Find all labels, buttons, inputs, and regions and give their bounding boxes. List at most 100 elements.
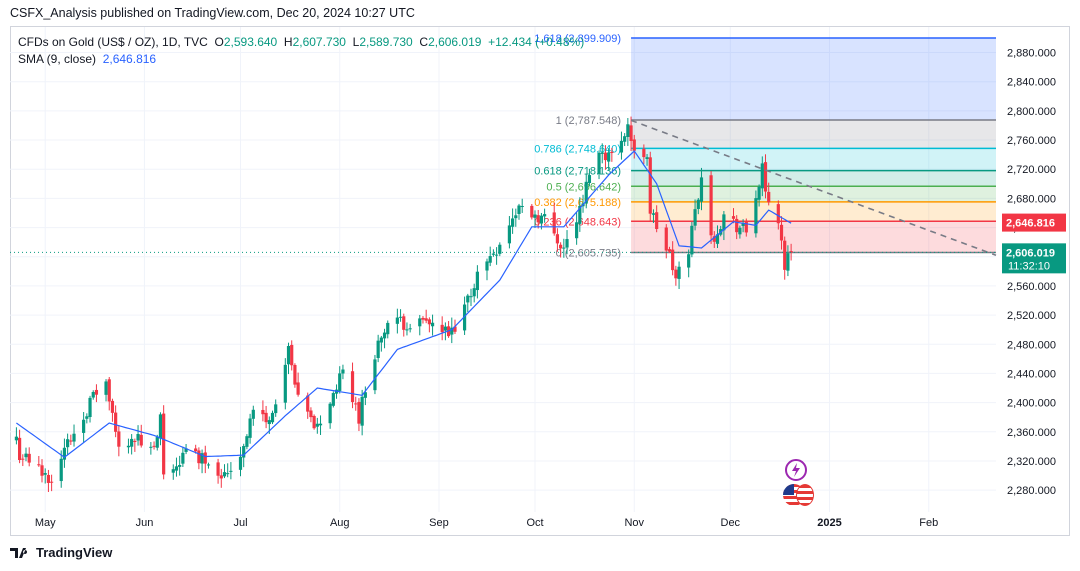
fib-level-label: 0.5 (2,696.642) bbox=[546, 181, 621, 193]
candle-body bbox=[248, 418, 252, 438]
candle-body bbox=[178, 465, 182, 467]
candle-body bbox=[498, 244, 502, 254]
candle-body bbox=[229, 470, 233, 472]
y-tick-label: 2,480.000 bbox=[1007, 339, 1056, 351]
candle-body bbox=[555, 234, 560, 244]
candle-body bbox=[424, 318, 428, 321]
tradingview-brand[interactable]: TradingView bbox=[10, 545, 112, 560]
chart-frame[interactable] bbox=[10, 26, 1070, 536]
candle-body bbox=[264, 412, 268, 423]
y-tick-label: 2,560.000 bbox=[1007, 281, 1056, 293]
x-tick-label: Dec bbox=[721, 517, 741, 529]
open-label: O bbox=[214, 35, 224, 49]
candle-body bbox=[699, 177, 704, 202]
candle-body bbox=[290, 344, 294, 366]
candle-body bbox=[402, 316, 406, 330]
tradingview-logo-icon bbox=[10, 547, 28, 558]
us-flag-icon-secondary[interactable] bbox=[796, 484, 814, 506]
candle-body bbox=[562, 247, 566, 249]
candle-body bbox=[629, 125, 633, 141]
candle-body bbox=[283, 364, 287, 403]
candle-body bbox=[767, 191, 771, 203]
candle-body bbox=[648, 157, 652, 214]
fibonacci-retracement: 1.618 (2,899.909)1 (2,787.548)0.786 (2,7… bbox=[534, 33, 996, 260]
candle-body bbox=[66, 439, 70, 448]
fib-level-label: 0.236 (2,648.643) bbox=[534, 216, 621, 228]
y-tick-label: 2,880.000 bbox=[1007, 48, 1056, 60]
candle-body bbox=[623, 136, 627, 142]
candle-body bbox=[587, 175, 592, 184]
candle-body bbox=[309, 410, 313, 418]
symbol-title[interactable]: CFDs on Gold (US$ / OZ), 1D, TVC bbox=[18, 35, 208, 49]
candle-body bbox=[238, 456, 243, 470]
price-axis: 2,280.000 2,320.000 2,360.000 2,400.000 2,44… bbox=[1007, 48, 1056, 498]
candle-body bbox=[350, 371, 355, 403]
candle-body bbox=[18, 437, 22, 461]
x-tick-label: Aug bbox=[330, 517, 350, 529]
candle-body bbox=[408, 328, 412, 330]
candle-body bbox=[174, 466, 179, 471]
fib-level-label: 1 (2,787.548) bbox=[556, 115, 621, 127]
candle-body bbox=[59, 458, 63, 482]
candle-body bbox=[94, 389, 99, 395]
candle-body bbox=[104, 381, 108, 395]
close-value: 2,606.019 bbox=[428, 35, 482, 49]
candle-body bbox=[130, 438, 134, 447]
candle-body bbox=[386, 322, 390, 335]
candle-body bbox=[533, 214, 537, 218]
candle-body bbox=[507, 225, 512, 244]
y-tick-label: 2,840.000 bbox=[1007, 77, 1056, 89]
candle-body bbox=[494, 254, 499, 256]
high-label: H bbox=[283, 35, 293, 49]
candle-body bbox=[126, 445, 131, 448]
candle-body bbox=[744, 221, 748, 233]
candle-body bbox=[466, 295, 470, 303]
candle-body bbox=[430, 322, 435, 327]
candle-body bbox=[14, 436, 19, 441]
candle-body bbox=[27, 453, 31, 463]
candle-body bbox=[133, 440, 137, 442]
x-tick-label: Sep bbox=[429, 517, 449, 529]
candle-body bbox=[155, 437, 159, 448]
candle-body bbox=[72, 433, 76, 442]
candle-body bbox=[360, 396, 364, 426]
candle-body bbox=[760, 163, 764, 189]
sma-label[interactable]: SMA (9, close) bbox=[18, 52, 97, 66]
high-value: 2,607.730 bbox=[292, 35, 346, 49]
candle-body bbox=[475, 271, 479, 291]
candle-body bbox=[62, 447, 67, 460]
chart-legend: CFDs on Gold (US$ / OZ), 1D, TVC O2,593.… bbox=[18, 34, 584, 68]
candle-body bbox=[219, 475, 223, 479]
candle-body bbox=[318, 423, 323, 426]
candle-body bbox=[40, 465, 44, 476]
candle-body bbox=[37, 464, 41, 466]
candle-body bbox=[667, 249, 672, 252]
candle-body bbox=[139, 434, 143, 446]
sma-line bbox=[16, 150, 792, 459]
candle-body bbox=[222, 472, 227, 477]
candle-body bbox=[341, 369, 345, 374]
dashed-trendline bbox=[630, 119, 997, 257]
candle-body bbox=[245, 436, 249, 447]
candle-body bbox=[418, 318, 422, 327]
candle-body bbox=[642, 148, 646, 158]
candle-body bbox=[274, 404, 278, 414]
candle-body bbox=[575, 222, 579, 239]
candle-body bbox=[520, 206, 524, 208]
candle-body bbox=[754, 198, 758, 234]
candle-body bbox=[517, 205, 521, 215]
candle-body bbox=[693, 209, 697, 226]
candle-body bbox=[69, 440, 73, 442]
lightning-icon[interactable] bbox=[785, 459, 807, 481]
candle-body bbox=[776, 204, 780, 224]
candle-body bbox=[543, 214, 547, 217]
candle-body bbox=[315, 423, 319, 427]
y-tick-label: 2,440.000 bbox=[1007, 368, 1056, 380]
low-value: 2,589.730 bbox=[359, 35, 413, 49]
candle-body bbox=[514, 215, 518, 219]
open-value: 2,593.640 bbox=[223, 35, 278, 49]
candle-body bbox=[552, 212, 556, 234]
y-tick-label: 2,360.000 bbox=[1007, 427, 1056, 439]
candle-body bbox=[610, 151, 614, 153]
